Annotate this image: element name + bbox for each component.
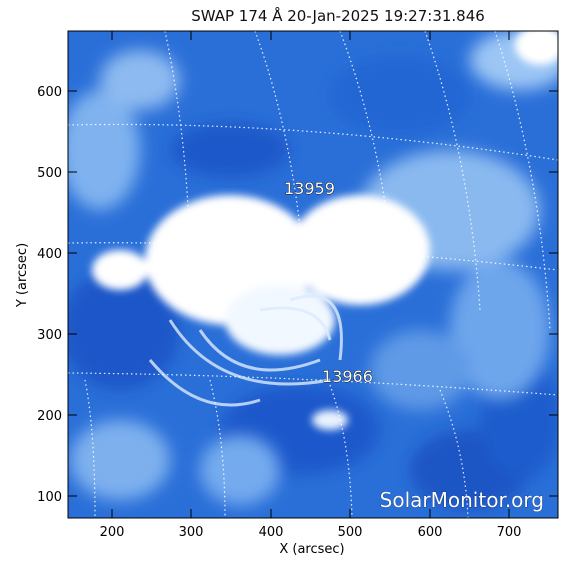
- y-tick-label: 300: [37, 328, 62, 343]
- solarmonitor-watermark: SolarMonitor.org: [380, 488, 544, 512]
- x-axis-label: X (arcsec): [279, 542, 344, 557]
- x-tick-label: 600: [418, 525, 443, 540]
- region-label-13966: 13966: [322, 367, 373, 386]
- y-tick-label: 600: [37, 85, 62, 100]
- y-tick-labels: 100 200 300 400 500 600: [37, 85, 62, 505]
- axis-ticks: [68, 31, 558, 518]
- x-tick-label: 500: [338, 525, 363, 540]
- y-tick-label: 400: [37, 247, 62, 262]
- image-title: SWAP 174 Å 20-Jan-2025 19:27:31.846: [191, 6, 485, 25]
- y-tick-label: 500: [37, 166, 62, 181]
- x-tick-label: 300: [179, 525, 204, 540]
- y-tick-label: 200: [37, 409, 62, 424]
- solar-image: [68, 31, 558, 518]
- x-tick-label: 400: [259, 525, 284, 540]
- x-tick-label: 700: [497, 525, 522, 540]
- plot-frame: [67, 30, 559, 519]
- x-tick-labels: 200 300 400 500 600 700: [100, 525, 522, 540]
- y-tick-label: 100: [37, 490, 62, 505]
- y-axis-label: Y (arcsec): [15, 243, 30, 308]
- region-label-13959: 13959: [284, 179, 335, 198]
- x-tick-label: 200: [100, 525, 125, 540]
